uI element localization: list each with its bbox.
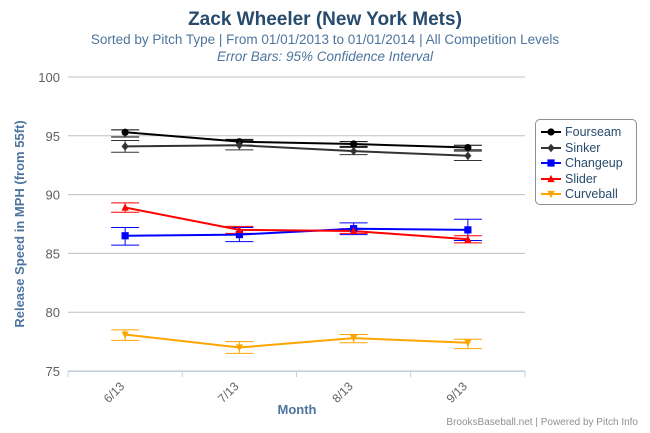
sinker-data-point[interactable] — [464, 151, 472, 160]
slider-legend-swatch — [541, 174, 561, 182]
changeup-legend-marker[interactable] — [547, 159, 555, 167]
sinker-series-line — [125, 144, 468, 157]
curveball-data-point[interactable] — [121, 331, 129, 339]
chart-title: Zack Wheeler (New York Mets) — [188, 9, 462, 30]
series-markers — [121, 128, 472, 352]
legend-item-slider[interactable]: Slider — [540, 171, 597, 187]
x-tick-label: 8/13 — [329, 379, 356, 406]
curveball-series-line — [125, 333, 468, 349]
y-tick-label: 85 — [46, 246, 60, 261]
y-tick-label: 95 — [46, 129, 60, 144]
legend-item-changeup[interactable]: Changeup — [540, 155, 623, 171]
sinker-data-point[interactable] — [235, 141, 243, 150]
slider-data-point[interactable] — [235, 225, 243, 233]
legend-label: Changeup — [565, 156, 623, 170]
changeup-data-point[interactable] — [464, 226, 472, 234]
curveball-legend-swatch — [541, 190, 561, 199]
legend-item-curveball[interactable]: Curveball — [540, 186, 618, 202]
fourseam-data-point[interactable] — [121, 128, 129, 136]
legend: Fourseam Sinker Changeup Slider Curveball — [535, 119, 637, 205]
y-tick-label: 90 — [46, 188, 60, 203]
credits[interactable]: BrooksBaseball.net | Powered by Pitch In… — [446, 417, 638, 428]
grid-lines — [68, 76, 525, 372]
legend-label: Fourseam — [565, 125, 622, 139]
slider-data-point[interactable] — [464, 235, 472, 243]
curveball-data-point[interactable] — [464, 339, 472, 347]
legend-label: Curveball — [565, 187, 618, 201]
changeup-legend-swatch — [541, 159, 561, 167]
y-tick-label: 100 — [38, 70, 60, 85]
slider-data-point[interactable] — [350, 226, 358, 235]
curveball-data-point[interactable] — [350, 334, 358, 343]
sinker-legend-swatch — [541, 143, 561, 152]
chart-subtitle: Sorted by Pitch Type | From 01/01/2013 t… — [90, 32, 560, 47]
sinker-data-point[interactable] — [121, 142, 129, 151]
y-tick-label: 80 — [46, 305, 60, 320]
chart-note: Error Bars: 95% Confidence Interval — [216, 49, 434, 64]
changeup-series-line — [125, 227, 468, 237]
changeup-data-point[interactable] — [121, 232, 129, 240]
x-axis: 6/13 7/13 8/13 9/13 — [67, 371, 526, 406]
error-bars — [111, 129, 482, 354]
slider-legend-marker[interactable] — [547, 174, 555, 182]
slider-data-point[interactable] — [121, 203, 129, 211]
y-axis-label: Release Speed in MPH (from 55ft) — [12, 120, 27, 327]
legend-label: Sinker — [565, 140, 601, 155]
fourseam-data-point[interactable] — [464, 143, 472, 152]
y-axis-ticks: 75 80 85 90 95 100 — [38, 70, 60, 379]
sinker-legend-marker[interactable] — [547, 143, 555, 152]
legend-item-sinker[interactable]: Sinker — [540, 140, 600, 156]
series-lines — [124, 131, 468, 349]
fourseam-data-point[interactable] — [350, 140, 358, 148]
legend-label: Slider — [565, 171, 597, 186]
fourseam-series-line — [125, 131, 468, 149]
curveball-data-point[interactable] — [235, 344, 243, 352]
legend-item-fourseam[interactable]: Fourseam — [540, 124, 621, 140]
fourseam-legend-marker[interactable] — [547, 128, 555, 136]
x-tick-label: 6/13 — [101, 379, 128, 406]
slider-series-line — [124, 206, 468, 241]
sinker-data-point[interactable] — [350, 146, 358, 156]
y-tick-label: 75 — [46, 364, 60, 379]
changeup-data-point[interactable] — [235, 230, 243, 239]
x-tick-label: 9/13 — [444, 379, 471, 406]
curveball-legend-marker[interactable] — [547, 190, 555, 199]
x-axis-label: Month — [278, 402, 317, 417]
x-tick-label: 7/13 — [215, 379, 242, 406]
fourseam-legend-swatch — [541, 128, 561, 136]
